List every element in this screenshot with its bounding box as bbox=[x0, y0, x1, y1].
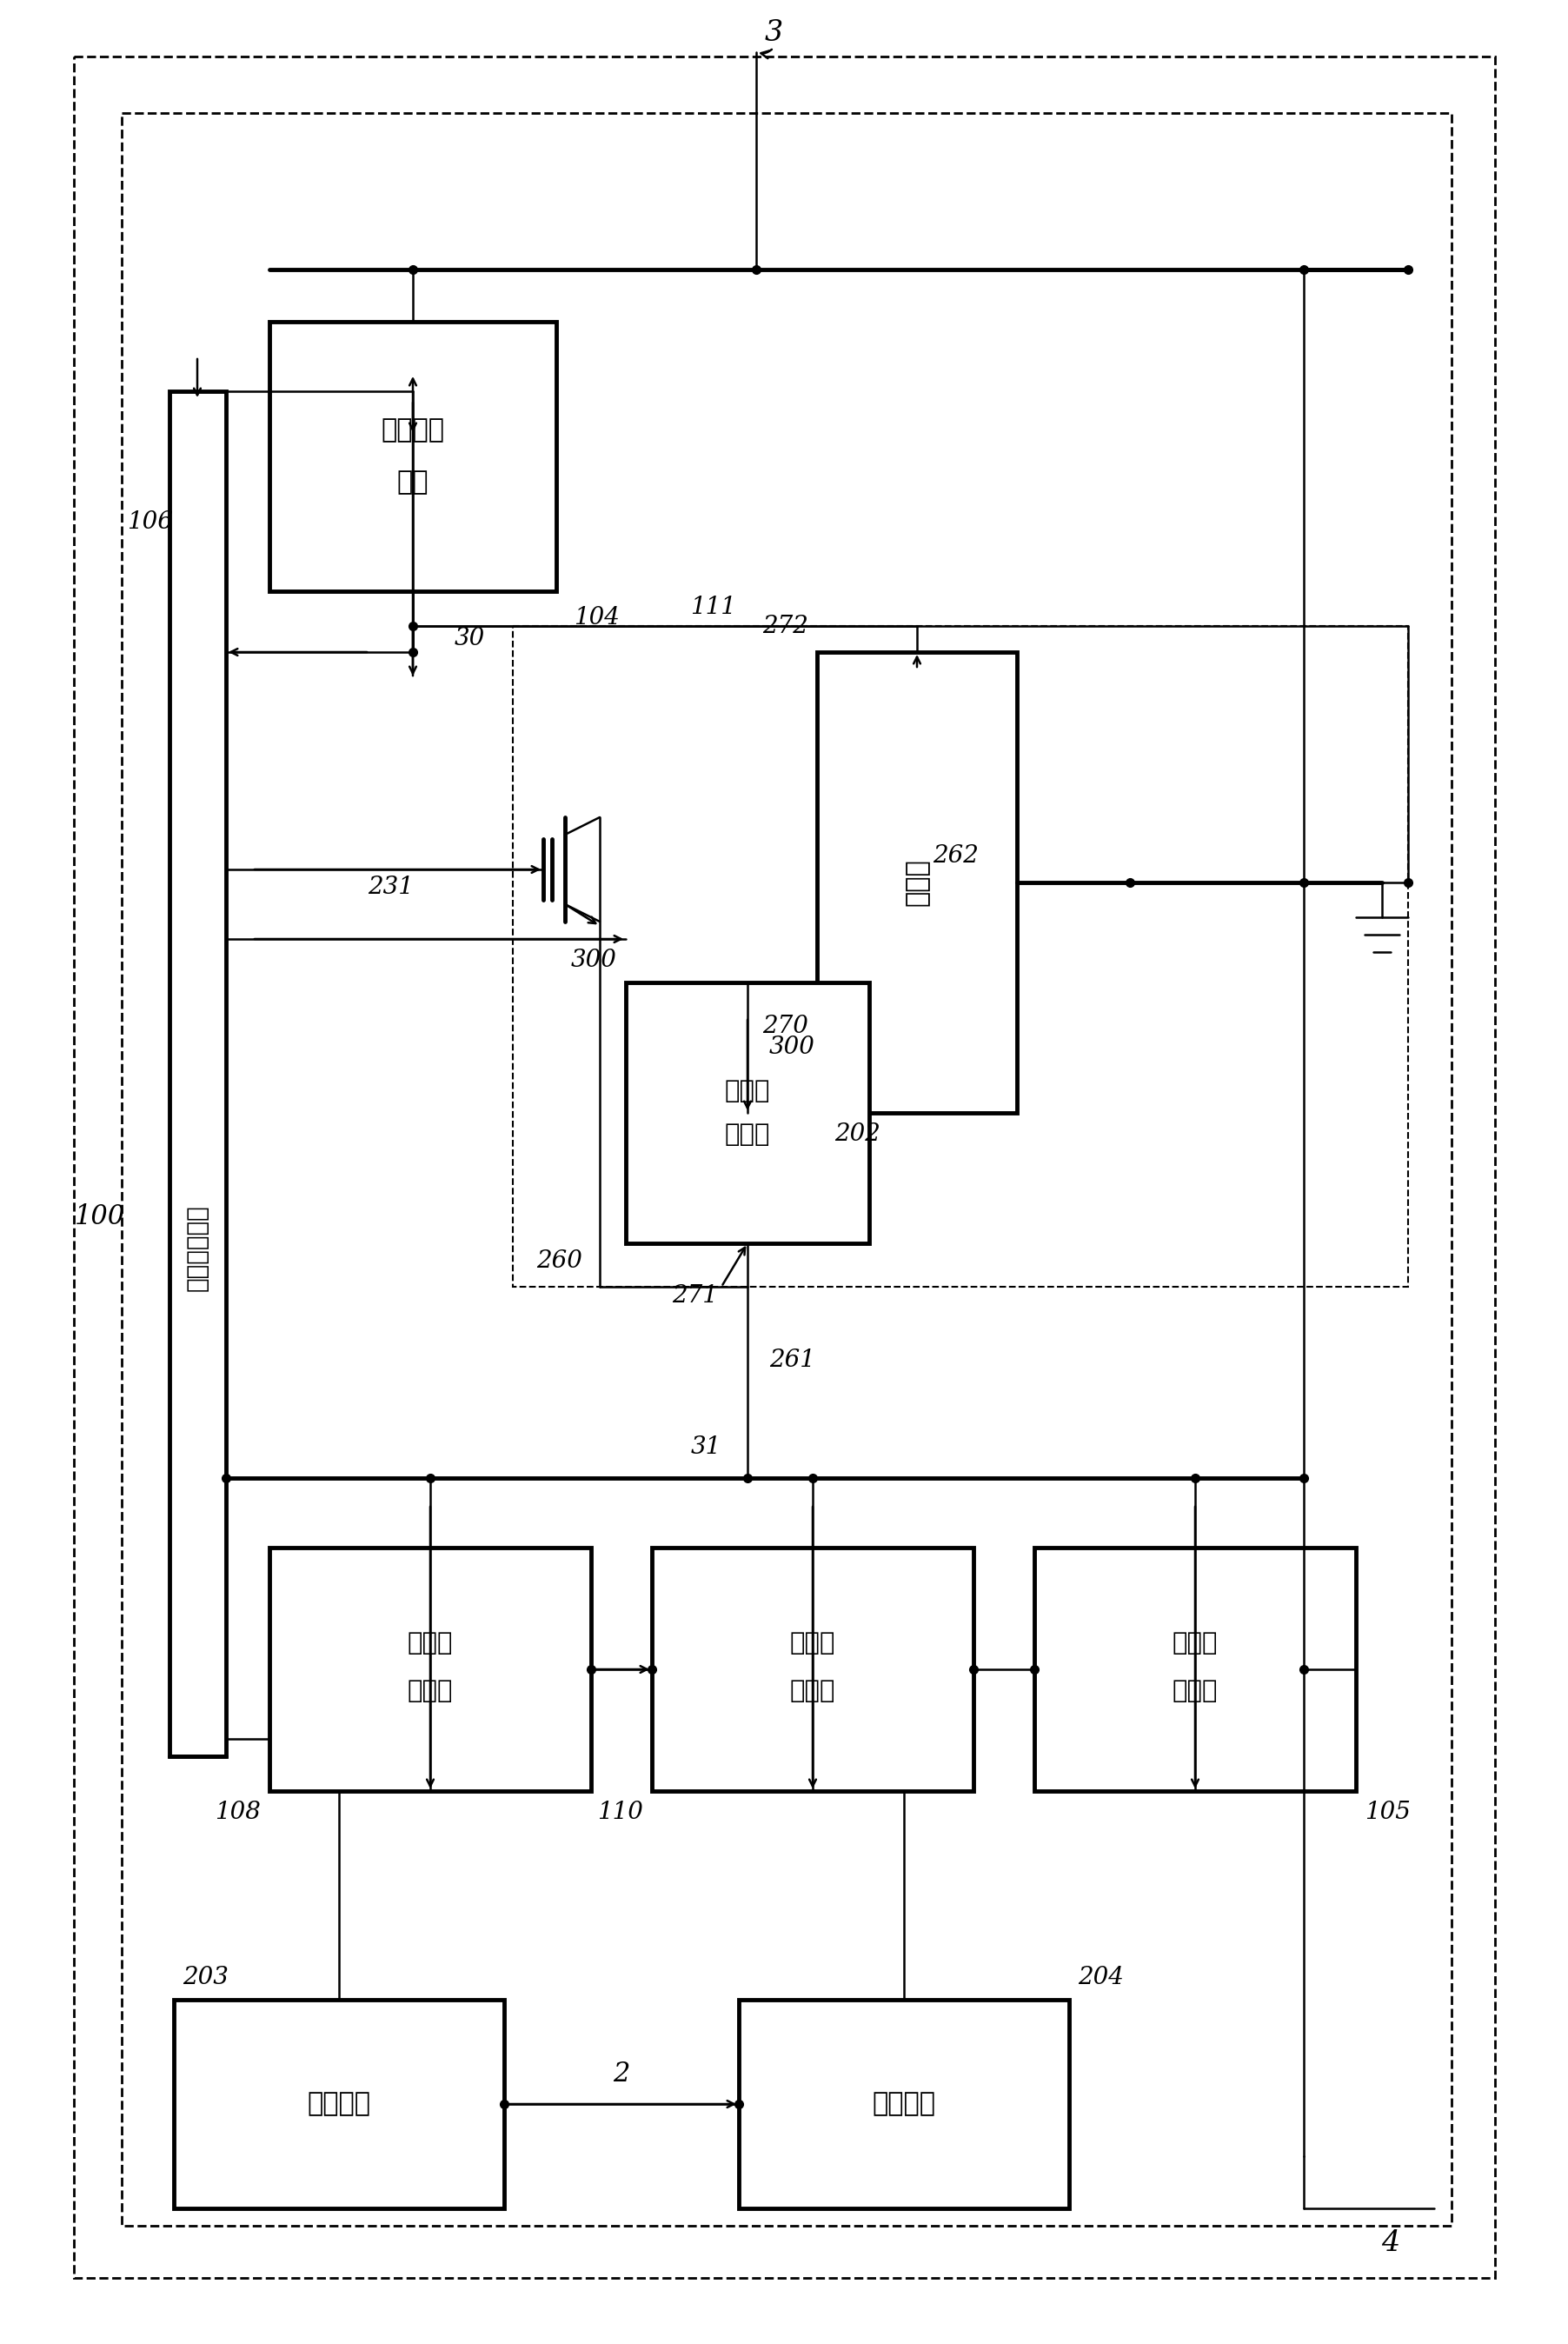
Text: 300: 300 bbox=[770, 1036, 815, 1059]
Text: 204: 204 bbox=[1077, 1967, 1124, 1990]
Text: 比较器: 比较器 bbox=[905, 858, 930, 907]
Text: 逻辑控制电路: 逻辑控制电路 bbox=[185, 1205, 210, 1292]
Text: 272: 272 bbox=[762, 614, 809, 638]
Text: 105: 105 bbox=[1364, 1800, 1411, 1824]
Text: 发火控: 发火控 bbox=[1173, 1631, 1218, 1655]
Text: 制电路: 制电路 bbox=[1173, 1678, 1218, 1704]
Bar bbox=[270, 321, 557, 591]
Text: 安全放: 安全放 bbox=[408, 1631, 453, 1655]
Text: 262: 262 bbox=[933, 844, 978, 867]
Bar bbox=[513, 626, 1408, 1287]
Text: 2: 2 bbox=[613, 2060, 630, 2086]
Bar bbox=[739, 1999, 1069, 2208]
Bar bbox=[1035, 1547, 1356, 1791]
Text: 300: 300 bbox=[571, 949, 618, 973]
Bar bbox=[169, 391, 226, 1756]
Text: 4: 4 bbox=[1381, 2229, 1400, 2257]
Text: 电电路: 电电路 bbox=[408, 1678, 453, 1704]
Text: 100: 100 bbox=[75, 1205, 125, 1231]
Text: 231: 231 bbox=[368, 874, 414, 898]
Text: 104: 104 bbox=[574, 605, 619, 628]
Text: 270: 270 bbox=[762, 1015, 809, 1038]
Text: 制电路: 制电路 bbox=[790, 1678, 836, 1704]
Text: 261: 261 bbox=[770, 1348, 815, 1371]
Text: 储能装置: 储能装置 bbox=[307, 2091, 370, 2117]
Text: 电源调节: 电源调节 bbox=[381, 417, 445, 443]
Bar bbox=[626, 982, 869, 1242]
Text: 电路: 电路 bbox=[397, 469, 428, 495]
Text: 203: 203 bbox=[182, 1967, 229, 1990]
Text: 106: 106 bbox=[127, 511, 172, 534]
Text: 31: 31 bbox=[691, 1437, 721, 1460]
Text: 202: 202 bbox=[834, 1123, 880, 1146]
Text: 271: 271 bbox=[673, 1285, 718, 1308]
Text: 108: 108 bbox=[215, 1800, 260, 1824]
Text: 110: 110 bbox=[597, 1800, 643, 1824]
Bar bbox=[174, 1999, 505, 2208]
Text: 点火装置: 点火装置 bbox=[872, 2091, 936, 2117]
Text: 充电控: 充电控 bbox=[790, 1631, 836, 1655]
Bar bbox=[122, 113, 1452, 2227]
Text: 检测控: 检测控 bbox=[724, 1078, 770, 1104]
Text: 30: 30 bbox=[455, 628, 485, 652]
Text: 260: 260 bbox=[536, 1249, 582, 1273]
Text: 111: 111 bbox=[690, 595, 735, 619]
Bar bbox=[652, 1547, 974, 1791]
Bar bbox=[817, 652, 1018, 1113]
Bar bbox=[270, 1547, 591, 1791]
Text: 3: 3 bbox=[764, 19, 782, 47]
Text: 制电路: 制电路 bbox=[724, 1123, 770, 1146]
